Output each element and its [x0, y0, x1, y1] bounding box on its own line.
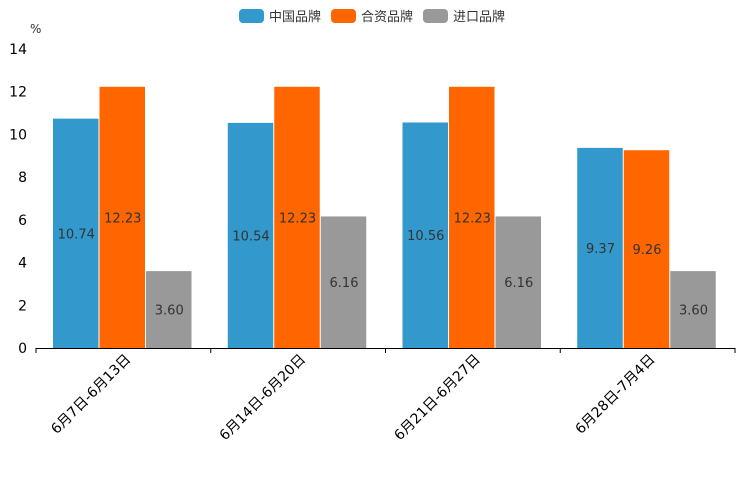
chart-legend: 中国品牌 合资品牌 进口品牌: [0, 6, 744, 25]
bar-value-label-2-0: 3.60: [155, 304, 184, 319]
x-tick-label-0: 6月7日-6月13日: [48, 352, 134, 438]
y-tick-label-0: 0: [18, 341, 27, 357]
bar-1-1: [274, 86, 320, 349]
legend-label-import-brand: 进口品牌: [453, 10, 506, 25]
bar-value-label-1-2: 12.23: [454, 211, 491, 226]
bar-value-label-0-2: 10.56: [407, 229, 444, 244]
legend-label-joint-venture-brand: 合资品牌: [360, 10, 413, 25]
bar-value-label-1-1: 12.23: [279, 211, 316, 226]
bar-value-label-0-0: 10.74: [58, 227, 95, 242]
bar-value-label-2-1: 6.16: [330, 276, 359, 291]
bar-value-label-1-3: 9.26: [633, 243, 662, 258]
bar-0-1: [227, 122, 274, 348]
y-tick-label-14: 14: [9, 42, 27, 58]
bar-2-2: [495, 216, 541, 348]
y-axis-unit: %: [30, 22, 42, 36]
legend-swatch-import-brand: [423, 8, 448, 23]
bar-1-2: [449, 86, 495, 349]
bar-value-label-0-1: 10.54: [232, 229, 269, 244]
y-tick-label-6: 6: [18, 213, 27, 229]
y-tick-label-8: 8: [18, 170, 27, 186]
x-tick-label-1: 6月14日-6月20日: [217, 352, 309, 444]
x-tick-label-2: 6月21日-6月27日: [391, 352, 483, 444]
legend-swatch-china-brand: [238, 8, 264, 23]
bar-0-2: [402, 122, 448, 349]
legend-label-china-brand: 中国品牌: [268, 10, 321, 25]
bar-value-label-2-2: 6.16: [504, 276, 533, 291]
bar-value-label-1-0: 12.23: [104, 211, 141, 226]
bar-0-0: [53, 118, 99, 348]
bar-1-3: [623, 150, 670, 348]
bar-2-0: [146, 271, 192, 348]
y-tick-label-2: 2: [18, 298, 27, 314]
y-tick-label-10: 10: [9, 127, 27, 143]
x-tick-label-3: 6月28日-7月4日: [572, 352, 658, 438]
bar-value-label-0-3: 9.37: [586, 242, 615, 257]
legend-swatch-joint-venture-brand: [330, 8, 356, 23]
bar-2-3: [670, 271, 716, 348]
bar-0-3: [577, 147, 623, 348]
bar-1-0: [99, 86, 145, 349]
legend-item-china-brand[interactable]: 中国品牌: [238, 6, 321, 25]
y-tick-label-12: 12: [9, 85, 27, 101]
legend-item-joint-venture-brand[interactable]: 合资品牌: [330, 6, 413, 25]
y-tick-label-4: 4: [18, 256, 27, 272]
bar-value-label-2-3: 3.60: [679, 304, 708, 319]
bar-2-1: [320, 216, 367, 348]
legend-item-import-brand[interactable]: 进口品牌: [423, 6, 505, 25]
